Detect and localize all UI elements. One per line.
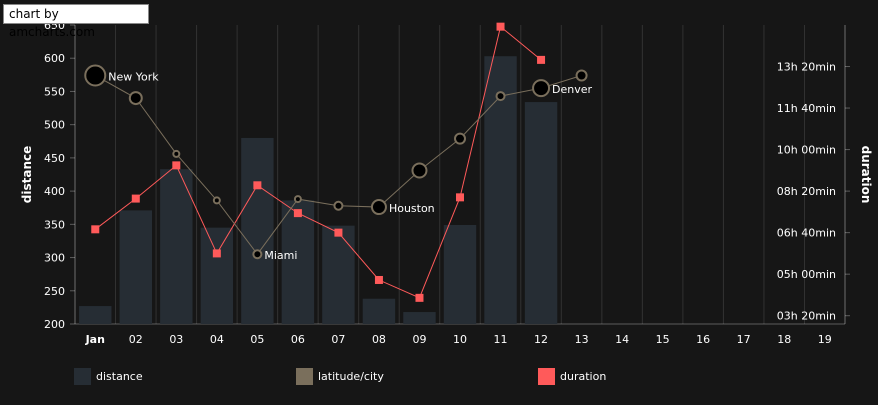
y-left-tick-label: 450 (44, 152, 65, 165)
distance-bar (281, 200, 315, 324)
y-left-tick-label: 400 (44, 185, 65, 198)
legend-swatch (74, 367, 91, 385)
duration-point (91, 225, 100, 234)
distance-bar (443, 224, 477, 324)
duration-point (253, 181, 262, 190)
y-left-tick-label: 550 (44, 85, 65, 98)
x-tick-label: 09 (412, 333, 426, 346)
latitude-point (252, 249, 263, 260)
latitude-point (575, 69, 588, 82)
x-tick-label: 12 (534, 333, 548, 346)
legend-label: duration (560, 369, 607, 383)
x-tick-label: 03 (169, 333, 183, 346)
city-label: Denver (552, 83, 592, 96)
legend-item-distance[interactable]: distance (74, 367, 143, 385)
legend-label: latitude/city (318, 369, 384, 383)
y-right-axis-title: duration (859, 146, 873, 204)
x-tick-label: 11 (494, 333, 508, 346)
duration-line (94, 25, 542, 299)
y-right-tick-label: 10h 00min (777, 144, 836, 157)
city-label: New York (108, 70, 159, 83)
x-tick-label: 18 (777, 333, 791, 346)
latitude-point (128, 91, 143, 106)
duration-point (293, 209, 302, 218)
distance-bar (200, 227, 234, 324)
legend-item-latitude-city[interactable]: latitude/city (296, 367, 384, 385)
y-left-tick-label: 350 (44, 218, 65, 231)
y-left-axis-title: distance (20, 146, 34, 203)
x-tick-label: 13 (575, 333, 589, 346)
duration-point (212, 249, 221, 258)
latitude-point (454, 132, 466, 145)
x-tick-label: 05 (250, 333, 264, 346)
latitude-point (495, 91, 506, 102)
y-right-tick-label: 03h 20min (777, 310, 836, 323)
latitude-point (370, 199, 387, 216)
legend-item-duration[interactable]: duration (538, 367, 606, 385)
y-right-tick-label: 06h 40min (777, 227, 836, 240)
duration-point (537, 55, 546, 64)
distance-bar (362, 298, 396, 324)
latitude-point (293, 195, 302, 204)
distance-bar (524, 102, 558, 324)
y-left-tick-label: 250 (44, 285, 65, 298)
city-label: Houston (389, 202, 435, 215)
y-left-tick-label: 300 (44, 252, 65, 265)
legend-swatch (538, 367, 555, 385)
latitude-point (84, 64, 107, 87)
latitude-point (172, 149, 181, 158)
distance-bar (160, 169, 193, 324)
latitude-point (411, 162, 428, 179)
x-tick-label: 08 (372, 333, 386, 346)
x-tick-label: Jan (85, 333, 105, 346)
duration-point (374, 275, 383, 284)
y-left-tick-label: 500 (44, 119, 65, 132)
city-label: Miami (264, 249, 297, 262)
x-tick-label: 02 (129, 333, 143, 346)
x-tick-label: 17 (737, 333, 751, 346)
distance-bar (241, 137, 274, 324)
latitude-point (212, 196, 221, 205)
duration-point (172, 161, 181, 170)
distance-bar (403, 312, 436, 324)
legend-swatch (296, 367, 313, 385)
y-left-tick-label: 200 (44, 318, 65, 331)
duration-point (496, 22, 505, 31)
x-tick-label: 15 (656, 333, 670, 346)
distance-bar (119, 210, 152, 324)
latitude-point (333, 200, 344, 211)
duration-point (415, 293, 424, 302)
y-left-tick-label: 600 (44, 52, 65, 65)
x-tick-label: 10 (453, 333, 467, 346)
duration-point (456, 193, 464, 202)
y-right-tick-label: 05h 00min (777, 268, 836, 281)
x-tick-label: 14 (615, 333, 629, 346)
x-tick-label: 16 (696, 333, 710, 346)
duration-point (334, 228, 343, 237)
legend-label: distance (96, 369, 143, 383)
y-right-tick-label: 11h 40min (777, 102, 836, 115)
y-right-tick-label: 13h 20min (777, 61, 836, 74)
y-right-tick-label: 08h 20min (777, 185, 836, 198)
distance-bar (79, 306, 112, 324)
latitude-point (532, 79, 551, 98)
distance-bar (322, 225, 355, 324)
amcharts-credit-link[interactable]: chart by amcharts.com (3, 4, 149, 39)
x-tick-label: 07 (331, 333, 345, 346)
x-tick-label: 06 (291, 333, 305, 346)
duration-point (131, 194, 140, 203)
x-tick-label: 04 (210, 333, 224, 346)
x-tick-label: 19 (818, 333, 832, 346)
